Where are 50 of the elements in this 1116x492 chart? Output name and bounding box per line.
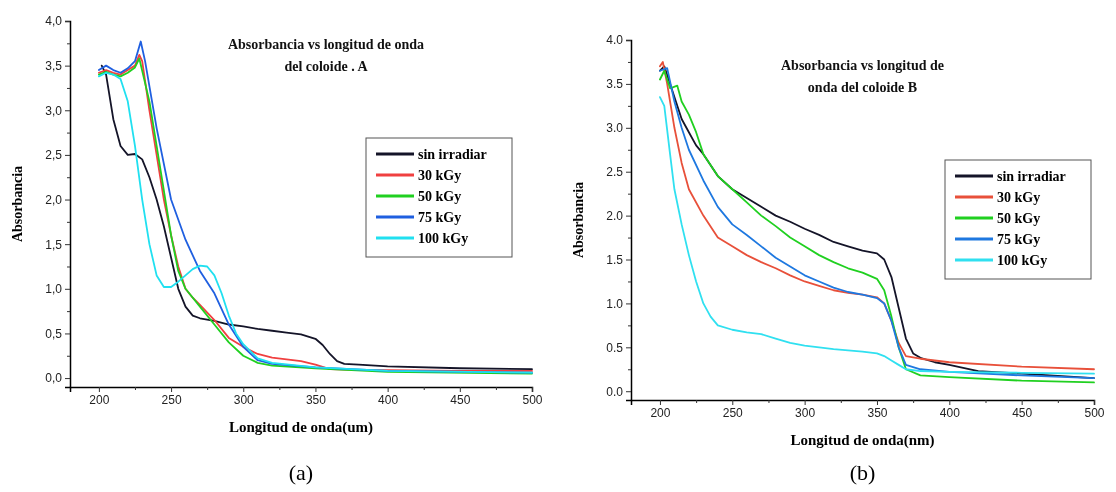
y-tick-label: 3,0 [45, 103, 63, 118]
x-tick-label: 350 [867, 405, 888, 420]
legend-label: 75 kGy [418, 210, 462, 225]
y-tick-label: 0,0 [45, 371, 63, 386]
x-axis-title: Longitud de onda(um) [228, 419, 374, 436]
legend-label: 75 kGy [997, 232, 1041, 247]
text: Absorbancia vs longitud de onda del coloide . A [227, 37, 425, 74]
legend-label: 30 kGy [418, 168, 462, 183]
legend-label: sin irradiar [418, 147, 487, 162]
x-tick-label: 400 [939, 405, 961, 420]
x-tick-label: 450 [450, 392, 471, 407]
legend-label: 30 kGy [997, 190, 1041, 205]
x-tick-label: 400 [378, 392, 399, 407]
y-axis-title: Absorbancia [571, 181, 586, 259]
text: (b) [849, 460, 876, 485]
y-tick-label: 2.5 [606, 165, 624, 180]
y-tick-label: 3,5 [45, 58, 63, 73]
y-tick-label: 2,5 [45, 148, 63, 163]
x-tick-label: 450 [1012, 405, 1033, 420]
x-tick-label: 200 [650, 405, 671, 420]
y-axis-title: Absorbancia [10, 165, 25, 243]
x-tick-label: 300 [233, 392, 255, 407]
legend-label: sin irradiar [997, 169, 1066, 184]
y-tick-label: 4.0 [606, 33, 624, 48]
legend-label: 50 kGy [418, 189, 462, 204]
x-tick-label: 200 [89, 392, 110, 407]
x-tick-label: 500 [1084, 405, 1105, 420]
y-tick-label: 2.0 [606, 208, 624, 223]
x-tick-label: 250 [161, 392, 182, 407]
legend-label: 100 kGy [418, 231, 469, 246]
legend-label: 100 kGy [997, 253, 1048, 268]
x-tick-label: 500 [522, 392, 543, 407]
x-tick-label: 300 [795, 405, 816, 420]
y-tick-label: 1,5 [45, 237, 63, 252]
x-tick-label: 250 [722, 405, 744, 420]
x-axis-title: Longitud de onda(nm) [790, 432, 935, 449]
y-tick-label: 1,0 [45, 282, 63, 297]
y-tick-label: 3.0 [606, 121, 624, 136]
y-tick-label: 3.5 [606, 77, 624, 92]
x-tick-label: 350 [305, 392, 327, 407]
y-tick-label: 0,5 [45, 326, 63, 341]
text: (a) [288, 460, 314, 485]
y-tick-label: 1.0 [606, 296, 624, 311]
y-tick-label: 0.0 [606, 384, 624, 399]
y-tick-label: 0.5 [606, 340, 624, 355]
text: Absorbancia vs longitud de onda del coloide B [781, 58, 944, 95]
y-tick-label: 2,0 [45, 192, 63, 207]
y-tick-label: 1.5 [606, 252, 624, 267]
legend-label: 50 kGy [997, 211, 1041, 226]
y-tick-label: 4,0 [45, 14, 63, 29]
